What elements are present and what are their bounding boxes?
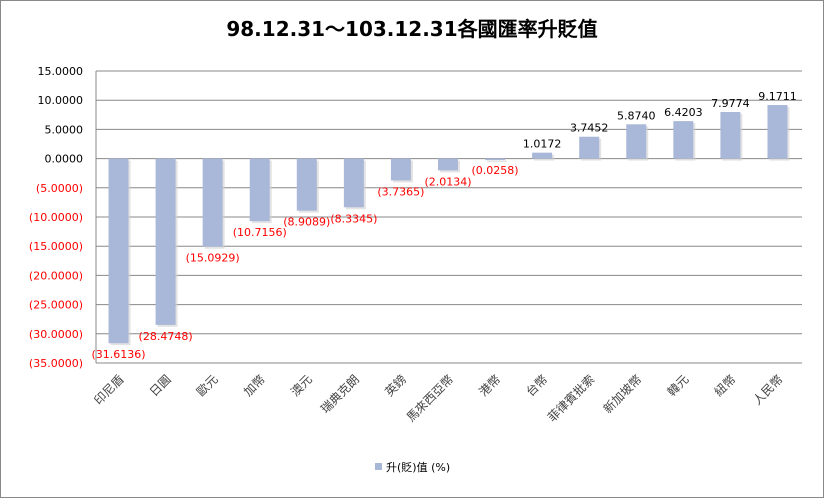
data-label: (3.7365) bbox=[377, 185, 424, 198]
bar bbox=[485, 158, 506, 161]
data-label: 7.9774 bbox=[711, 97, 750, 110]
y-tick-label: 15.0000 bbox=[38, 65, 84, 78]
data-label: (8.3345) bbox=[330, 212, 377, 225]
bar bbox=[390, 158, 411, 181]
bar bbox=[438, 158, 458, 171]
bar bbox=[108, 158, 129, 344]
data-label: (0.0258) bbox=[472, 164, 519, 177]
y-tick-label: (30.0000) bbox=[29, 328, 83, 341]
data-label: 9.1711 bbox=[758, 90, 797, 103]
data-label: (2.0134) bbox=[424, 175, 471, 188]
legend-label: 升(貶)值 (%) bbox=[386, 461, 450, 474]
bar bbox=[532, 152, 553, 159]
data-label: 1.0172 bbox=[523, 138, 562, 151]
y-tick-label: (35.0000) bbox=[29, 357, 83, 370]
y-tick-label: 5.0000 bbox=[45, 123, 84, 136]
legend-swatch bbox=[375, 463, 382, 470]
y-tick-label: 10.0000 bbox=[38, 94, 84, 107]
bar bbox=[579, 136, 600, 159]
chart-title: 98.12.31～103.12.31各國匯率升貶值 bbox=[226, 17, 597, 41]
bar bbox=[202, 158, 223, 247]
legend: 升(貶)值 (%) bbox=[375, 461, 450, 474]
bar bbox=[767, 105, 788, 159]
bar-shadow bbox=[487, 160, 508, 163]
y-tick-label: (20.0000) bbox=[29, 269, 83, 282]
y-tick-label: (10.0000) bbox=[29, 211, 83, 224]
y-tick-label: (5.0000) bbox=[36, 182, 83, 195]
bar bbox=[343, 158, 364, 208]
data-label: (8.9089) bbox=[283, 216, 330, 229]
bar bbox=[626, 124, 647, 159]
data-label: 6.4203 bbox=[664, 106, 703, 119]
y-tick-label: 0.0000 bbox=[45, 153, 84, 166]
data-label: (10.7156) bbox=[233, 226, 287, 239]
bar bbox=[720, 112, 741, 159]
data-label: (28.4748) bbox=[139, 330, 193, 343]
bar bbox=[296, 158, 317, 211]
data-label: 3.7452 bbox=[570, 122, 609, 135]
data-label: (31.6136) bbox=[91, 348, 145, 361]
bar bbox=[155, 158, 176, 325]
bar bbox=[249, 158, 270, 222]
data-label: (15.0929) bbox=[186, 252, 240, 265]
bar bbox=[673, 121, 694, 159]
y-tick-label: (15.0000) bbox=[29, 240, 83, 253]
y-tick-label: (25.0000) bbox=[29, 299, 83, 312]
data-label: 5.8740 bbox=[617, 109, 656, 122]
